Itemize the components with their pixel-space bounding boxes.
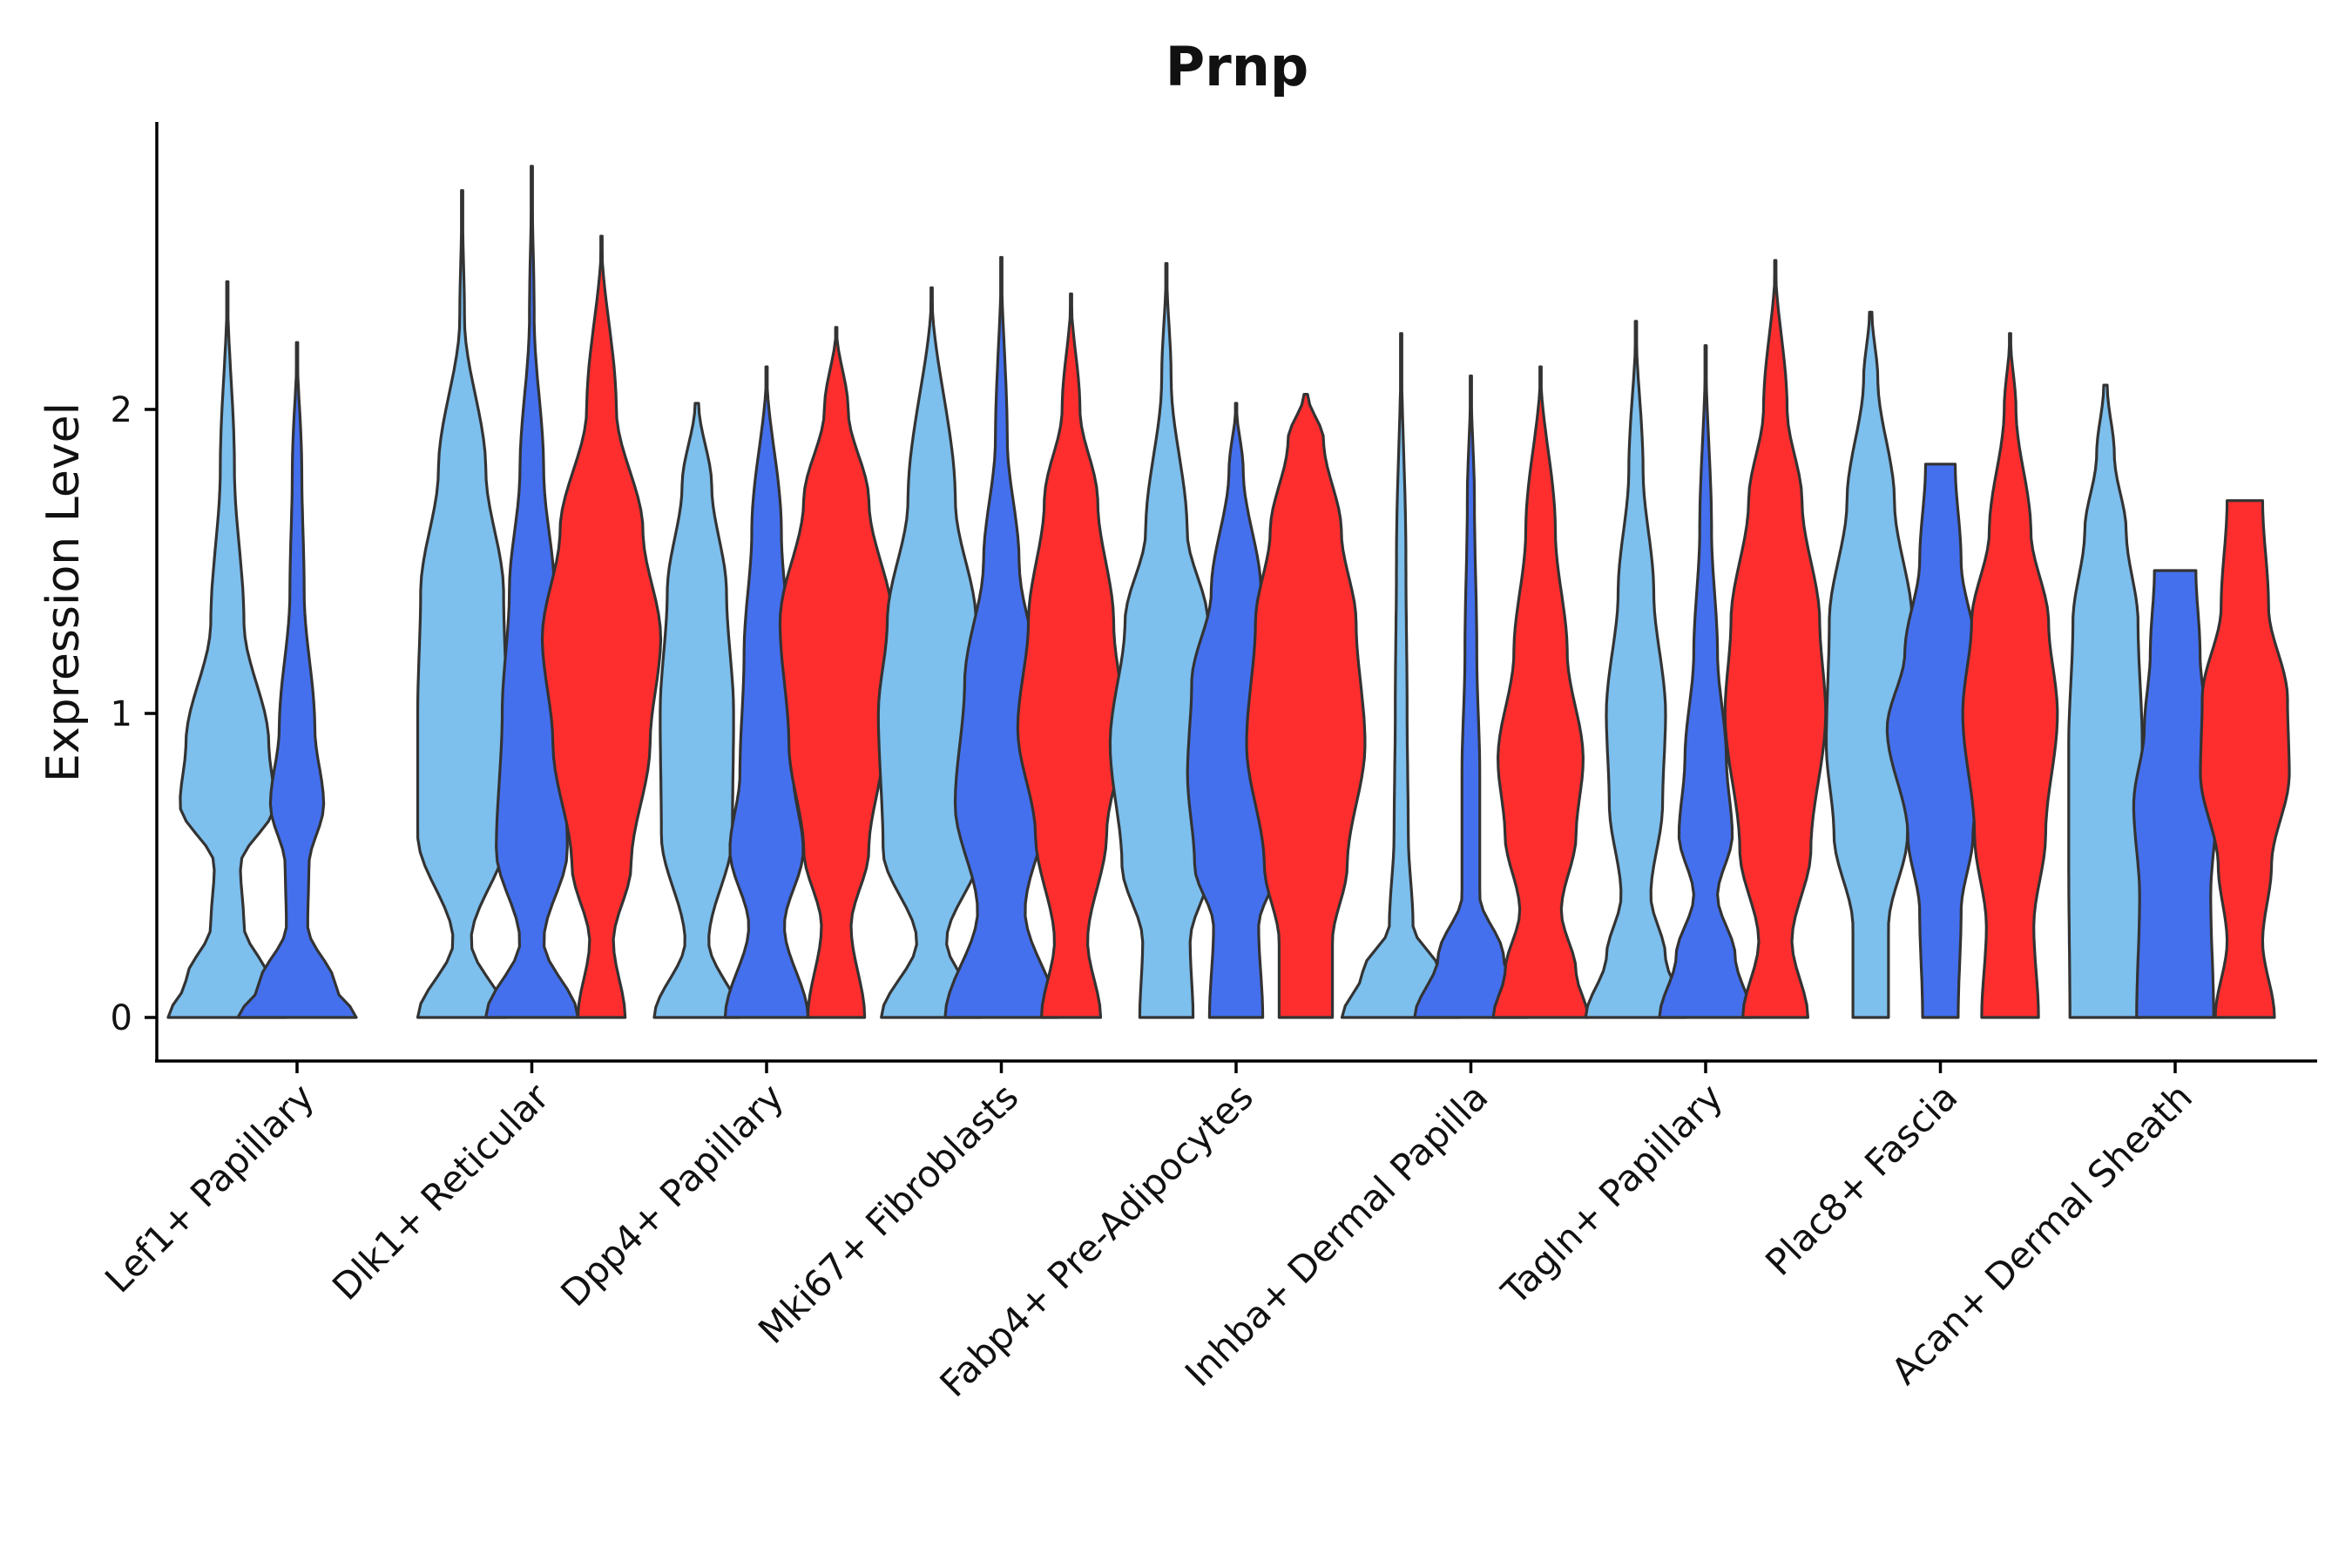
x-tick-label: Lef1+ Papillary: [97, 1075, 322, 1301]
violin-mark: [1658, 344, 1754, 1019]
violin-mark: [540, 234, 663, 1019]
violin-mark: [236, 341, 358, 1019]
violin-mark: [416, 189, 509, 1019]
x-tick-label: Dlk1+ Reticular: [324, 1075, 558, 1308]
y-tick-label: 2: [111, 390, 132, 430]
x-tick-label: Tagln+ Papillary: [1493, 1075, 1731, 1313]
violin-mark: [1016, 292, 1126, 1019]
x-tick-label: Dpp4+ Papillary: [552, 1075, 792, 1315]
violin-mark: [1340, 332, 1463, 1019]
violin-mark: [1245, 393, 1367, 1019]
violin-mark: [1491, 365, 1590, 1019]
violin-mark: [166, 280, 288, 1019]
violin-mark: [2067, 383, 2144, 1019]
x-tick-label: Mki67+ Fibroblasts: [750, 1075, 1026, 1351]
violin-mark: [1824, 310, 1917, 1019]
y-axis-label: Expression Level: [37, 402, 90, 782]
x-tick-label: Plac8+ Fascia: [1757, 1075, 1965, 1283]
violin-mark: [2199, 499, 2291, 1019]
y-tick-label: 1: [111, 694, 132, 734]
violin-group: [166, 165, 2291, 1019]
violin-mark: [1413, 375, 1529, 1019]
violin-mark: [2132, 569, 2219, 1019]
violin-mark: [1723, 259, 1828, 1019]
violin-mark: [1584, 320, 1688, 1019]
chart-title: Prnp: [1166, 35, 1309, 98]
y-tick-label: 0: [111, 998, 132, 1038]
violin-mark: [1961, 332, 2059, 1019]
violin-mark: [652, 402, 741, 1019]
y-axis-ticks: 0 1 2: [111, 390, 157, 1038]
violin-mark: [778, 326, 895, 1019]
